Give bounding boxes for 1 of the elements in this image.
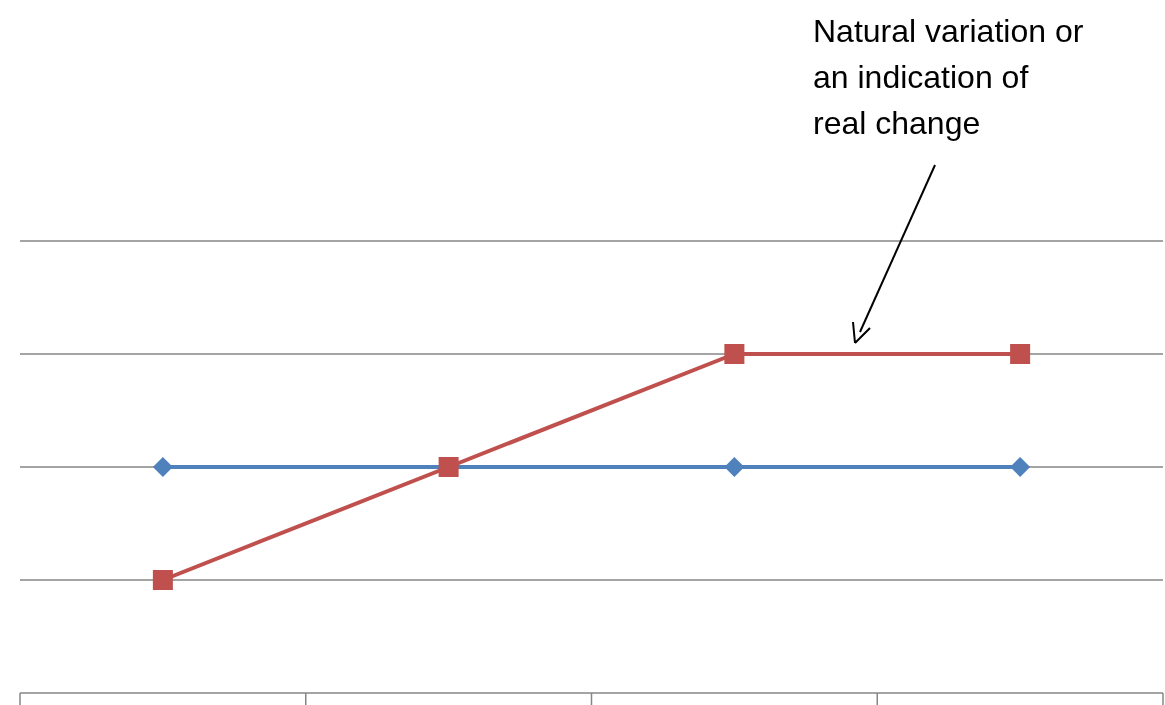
text: Natural variation or an indication of real change [813,13,1084,141]
